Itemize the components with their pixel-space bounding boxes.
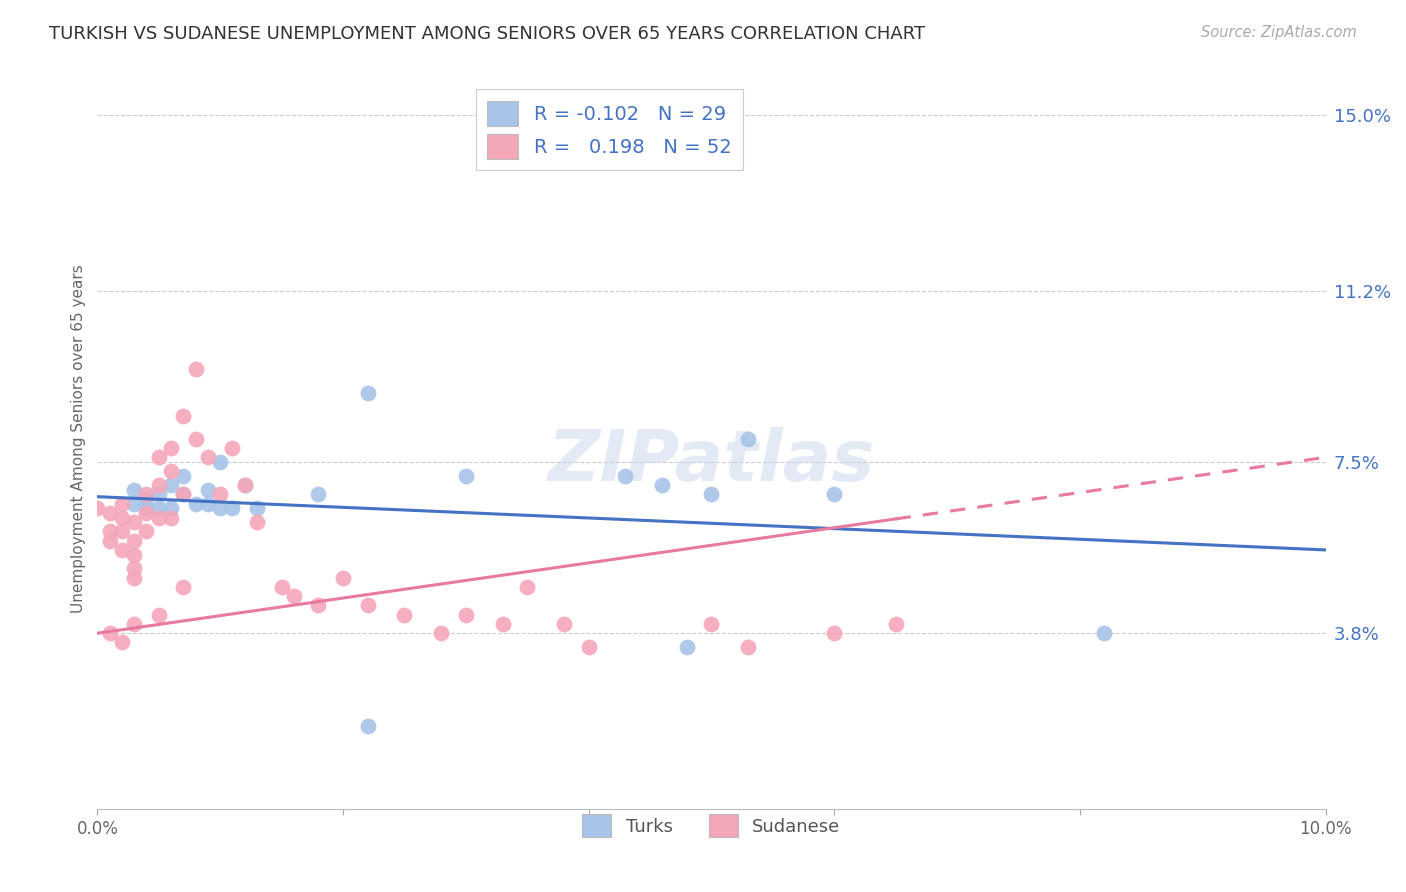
Point: [135, 501, 157, 516]
Point: [122, 515, 145, 529]
Point: [184, 497, 207, 511]
Point: [614, 468, 637, 483]
Point: [160, 510, 183, 524]
Point: [122, 483, 145, 497]
Point: [111, 497, 134, 511]
Point: [356, 385, 378, 400]
Point: [737, 640, 759, 654]
Point: [197, 497, 219, 511]
Point: [356, 599, 378, 613]
Point: [122, 497, 145, 511]
Point: [283, 589, 305, 603]
Point: [135, 506, 157, 520]
Point: [700, 487, 723, 501]
Point: [148, 510, 170, 524]
Point: [122, 548, 145, 562]
Point: [172, 487, 194, 501]
Point: [454, 468, 477, 483]
Point: [884, 617, 907, 632]
Point: [111, 510, 134, 524]
Point: [307, 599, 329, 613]
Point: [553, 617, 575, 632]
Point: [172, 487, 194, 501]
Point: [160, 441, 183, 455]
Point: [209, 501, 232, 516]
Point: [246, 501, 269, 516]
Point: [111, 524, 134, 539]
Point: [135, 491, 157, 506]
Point: [98, 533, 121, 548]
Point: [246, 515, 269, 529]
Point: [148, 501, 170, 516]
Point: [148, 450, 170, 465]
Point: [172, 409, 194, 423]
Point: [651, 478, 673, 492]
Point: [356, 719, 378, 733]
Point: [135, 487, 157, 501]
Legend: Turks, Sudanese: Turks, Sudanese: [575, 807, 848, 845]
Point: [160, 478, 183, 492]
Point: [332, 571, 354, 585]
Point: [209, 455, 232, 469]
Point: [184, 362, 207, 376]
Point: [270, 580, 292, 594]
Point: [221, 501, 243, 516]
Point: [516, 580, 538, 594]
Point: [122, 617, 145, 632]
Point: [98, 506, 121, 520]
Point: [700, 617, 723, 632]
Point: [823, 487, 845, 501]
Point: [233, 478, 256, 492]
Point: [122, 533, 145, 548]
Point: [172, 468, 194, 483]
Point: [233, 478, 256, 492]
Point: [430, 626, 453, 640]
Point: [823, 626, 845, 640]
Point: [148, 487, 170, 501]
Point: [122, 571, 145, 585]
Point: [209, 487, 232, 501]
Point: [676, 640, 699, 654]
Point: [1094, 626, 1116, 640]
Point: [454, 607, 477, 622]
Point: [737, 432, 759, 446]
Point: [148, 478, 170, 492]
Text: Source: ZipAtlas.com: Source: ZipAtlas.com: [1201, 25, 1357, 40]
Point: [122, 561, 145, 575]
Point: [135, 524, 157, 539]
Point: [307, 487, 329, 501]
Text: ZIPatlas: ZIPatlas: [548, 426, 875, 496]
Point: [172, 580, 194, 594]
Point: [160, 464, 183, 478]
Point: [197, 450, 219, 465]
Point: [98, 626, 121, 640]
Point: [111, 635, 134, 649]
Point: [197, 483, 219, 497]
Point: [184, 432, 207, 446]
Point: [111, 543, 134, 558]
Text: TURKISH VS SUDANESE UNEMPLOYMENT AMONG SENIORS OVER 65 YEARS CORRELATION CHART: TURKISH VS SUDANESE UNEMPLOYMENT AMONG S…: [49, 25, 925, 43]
Y-axis label: Unemployment Among Seniors over 65 years: Unemployment Among Seniors over 65 years: [72, 264, 86, 613]
Point: [98, 524, 121, 539]
Point: [492, 617, 515, 632]
Point: [148, 607, 170, 622]
Point: [394, 607, 416, 622]
Point: [578, 640, 600, 654]
Point: [160, 501, 183, 516]
Point: [86, 501, 108, 516]
Point: [221, 441, 243, 455]
